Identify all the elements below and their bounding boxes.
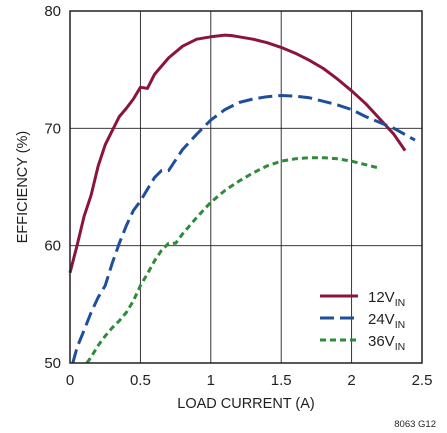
x-tick-label-5: 2.5	[412, 372, 433, 389]
series-lines	[68, 33, 416, 364]
legend: 12VIN 24VIN 36VIN	[320, 289, 405, 353]
plot-frame	[69, 10, 423, 364]
legend-label-36v: 36VIN	[368, 333, 405, 353]
x-tick-label-1: 0.5	[130, 372, 151, 389]
legend-label-12v: 12VIN	[368, 289, 405, 309]
y-axis-label: EFFICIENCY (%)	[15, 131, 31, 244]
legend-label-24v: 24VIN	[368, 311, 405, 331]
y-tick-labels: 50 60 70 80	[44, 3, 61, 372]
series-line-36v	[85, 156, 381, 364]
x-tick-label-3: 1.5	[271, 372, 292, 389]
y-tick-label-1: 60	[44, 238, 61, 255]
grid-lines	[70, 11, 422, 363]
y-tick-label-0: 50	[44, 355, 61, 372]
series-line-24v	[71, 94, 416, 364]
x-axis-label: LOAD CURRENT (A)	[177, 396, 315, 412]
x-tick-label-4: 2	[347, 372, 355, 389]
figure-reference: 8063 G12	[394, 419, 436, 430]
x-tick-label-2: 1	[207, 372, 215, 389]
y-tick-label-2: 70	[44, 120, 61, 137]
x-tick-labels: 0 0.5 1 1.5 2 2.5	[66, 372, 433, 389]
y-tick-label-3: 80	[44, 3, 61, 20]
x-tick-label-0: 0	[66, 372, 74, 389]
series-line-12v	[68, 33, 407, 274]
